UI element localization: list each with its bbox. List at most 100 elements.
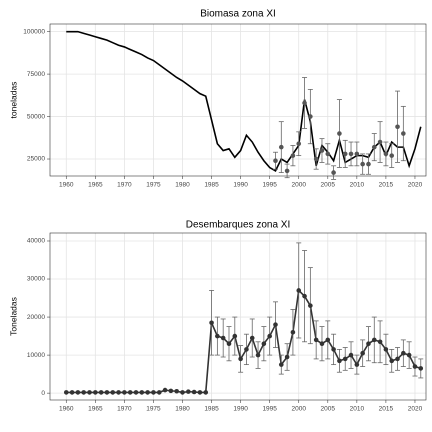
point [319, 148, 325, 153]
point [401, 350, 406, 356]
point [238, 356, 243, 362]
point [360, 350, 365, 356]
point [203, 390, 209, 395]
point [401, 131, 406, 136]
x-tick-label: 2010 [350, 182, 365, 189]
point [371, 337, 377, 343]
x-tick-label: 1975 [146, 182, 161, 189]
x-tick-label: 1995 [262, 406, 277, 413]
y-axis-label: toneladas [8, 82, 18, 119]
x-tick-label: 1985 [204, 406, 219, 413]
point [261, 341, 267, 346]
x-tick-label: 1995 [262, 182, 277, 189]
point [180, 390, 185, 395]
x-tick-label: 1975 [146, 406, 161, 413]
point [209, 320, 214, 326]
x-tick-label: 1980 [175, 182, 190, 189]
point [145, 390, 150, 395]
point [93, 390, 98, 395]
point [313, 156, 319, 162]
panel-border [49, 23, 427, 177]
x-tick-label: 1965 [88, 182, 103, 189]
y-tick-label: 75000 [27, 71, 45, 78]
point [389, 153, 395, 158]
point [302, 293, 307, 299]
y-tick-label: 0 [41, 390, 45, 397]
x-tick-label: 2005 [321, 182, 336, 189]
y-tick-label: 40000 [27, 238, 45, 245]
point [383, 151, 389, 157]
point [337, 358, 342, 364]
point [366, 341, 371, 346]
point [139, 390, 145, 395]
point [296, 288, 302, 293]
point [267, 333, 272, 339]
x-tick-label: 2015 [379, 182, 394, 189]
point [162, 387, 168, 393]
x-tick-label: 1990 [233, 406, 248, 413]
point [284, 168, 290, 174]
point [308, 303, 313, 308]
point [110, 390, 116, 395]
point [174, 388, 179, 394]
point [69, 390, 75, 395]
point [133, 390, 139, 395]
panel [50, 233, 426, 400]
point [215, 333, 220, 339]
point [151, 390, 156, 395]
point [377, 139, 383, 145]
x-tick-label: 1970 [117, 406, 132, 413]
panel [50, 24, 426, 176]
point [87, 390, 92, 395]
point [255, 352, 261, 358]
point [284, 354, 290, 360]
point [197, 390, 203, 395]
point [342, 151, 348, 157]
y-axis-label: Toneladas [8, 297, 18, 336]
point [273, 158, 278, 164]
point [116, 390, 121, 395]
point [186, 389, 191, 394]
x-tick-label: 1985 [204, 182, 219, 189]
point [191, 389, 197, 395]
x-tick-label: 1960 [59, 406, 74, 413]
point [337, 131, 342, 136]
chart-title: Desembarques zona XI [186, 220, 291, 231]
point [348, 151, 354, 157]
point [302, 100, 307, 106]
x-tick-label: 1970 [117, 182, 132, 189]
y-tick-label: 25000 [27, 156, 45, 163]
point [63, 390, 69, 395]
x-tick-label: 2000 [291, 182, 306, 189]
point [290, 153, 296, 158]
point [278, 144, 284, 150]
x-tick-label: 1990 [233, 182, 248, 189]
point [98, 390, 104, 395]
point [371, 144, 377, 150]
y-tick-label: 50000 [27, 113, 45, 120]
point [354, 151, 360, 157]
point [168, 388, 174, 394]
point [313, 337, 319, 343]
point [104, 390, 110, 395]
x-tick-label: 2005 [321, 406, 336, 413]
x-tick-label: 1960 [59, 182, 74, 189]
point [331, 347, 336, 352]
point [319, 341, 325, 346]
point [360, 161, 365, 167]
point [389, 358, 395, 364]
point [366, 161, 371, 167]
y-tick-label: 10000 [27, 352, 45, 359]
x-tick-label: 1980 [175, 406, 190, 413]
point [406, 352, 412, 358]
point [342, 356, 348, 362]
y-tick-label: 20000 [27, 314, 45, 321]
point [348, 352, 354, 358]
point [296, 141, 302, 147]
point [412, 364, 418, 369]
point [249, 335, 255, 341]
point [226, 341, 232, 346]
point [290, 329, 296, 335]
point [383, 347, 389, 352]
